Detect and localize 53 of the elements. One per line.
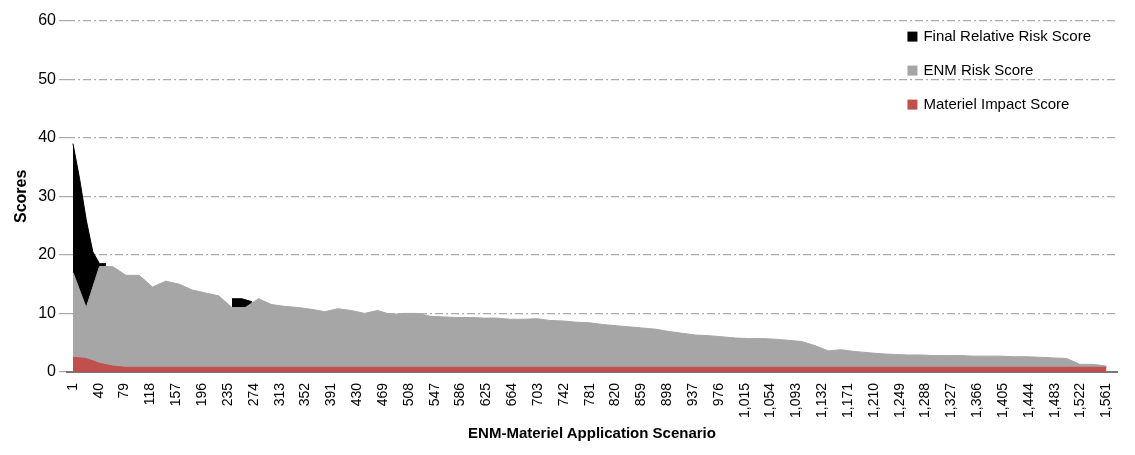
x-tick-label: 196 <box>193 382 209 407</box>
x-tick-label: 1,288 <box>916 382 933 419</box>
x-tick-label: 391 <box>322 382 339 407</box>
x-tick-label: 859 <box>632 382 649 407</box>
x-tick-label: 1,210 <box>864 382 881 419</box>
x-tick-label: 352 <box>296 382 313 407</box>
y-axis-title: Scores <box>12 169 30 223</box>
legend-label: ENM Risk Score <box>923 60 1034 78</box>
y-tick-label: 30 <box>38 186 57 204</box>
x-tick-label: 1,171 <box>838 382 855 419</box>
legend-label: Materiel Impact Score <box>923 94 1070 112</box>
x-tick-label: 586 <box>451 382 468 407</box>
x-tick-label: 1,483 <box>1045 382 1062 419</box>
x-tick-label: 742 <box>554 382 571 407</box>
x-tick-label: 1,093 <box>787 382 804 419</box>
y-tick-label: 20 <box>38 245 57 263</box>
x-tick-label: 547 <box>425 382 442 407</box>
x-tick-label: 1,054 <box>761 382 778 419</box>
legend-label: Final Relative Risk Score <box>923 26 1092 44</box>
x-tick-label: 469 <box>373 382 390 407</box>
x-tick-label: 625 <box>477 382 494 407</box>
x-tick-label: 235 <box>218 382 235 407</box>
x-tick-label: 1,444 <box>1019 382 1036 419</box>
x-tick-label: 937 <box>683 382 700 407</box>
x-tick-label: 703 <box>528 382 545 407</box>
x-tick-label: 1,132 <box>813 382 830 419</box>
x-tick-label: 820 <box>606 382 623 407</box>
y-tick-label: 60 <box>38 11 57 29</box>
x-tick-label: 1,366 <box>968 382 985 419</box>
x-tick-label: 508 <box>399 382 416 407</box>
x-axis-title: ENM-Materiel Application Scenario <box>468 424 716 442</box>
x-tick-label: 430 <box>348 382 365 407</box>
x-tick-label: 79 <box>115 382 132 399</box>
x-tick-label: 1,249 <box>890 382 907 419</box>
x-tick-label: 40 <box>89 382 106 399</box>
x-tick-label: 898 <box>658 382 675 407</box>
x-tick-label: 274 <box>244 382 261 407</box>
x-tick-label: 1,405 <box>993 382 1010 419</box>
x-tick-label: 781 <box>580 382 597 407</box>
x-tick-label: 1,015 <box>735 382 752 419</box>
y-tick-label: 40 <box>38 128 57 146</box>
x-tick-label: 313 <box>270 382 287 407</box>
x-tick-label: 1 <box>63 382 80 391</box>
x-tick-label: 664 <box>503 382 520 407</box>
y-tick-label: 0 <box>47 362 57 380</box>
y-tick-label: 50 <box>38 69 57 87</box>
x-tick-label: 1,327 <box>942 382 959 419</box>
x-tick-label: 118 <box>141 382 158 406</box>
x-tick-label: 976 <box>709 382 726 407</box>
x-tick-label: 157 <box>167 382 184 407</box>
x-tick-label: 1,522 <box>1071 382 1088 419</box>
x-tick-label: 1,561 <box>1097 382 1114 419</box>
y-tick-label: 10 <box>38 303 57 321</box>
